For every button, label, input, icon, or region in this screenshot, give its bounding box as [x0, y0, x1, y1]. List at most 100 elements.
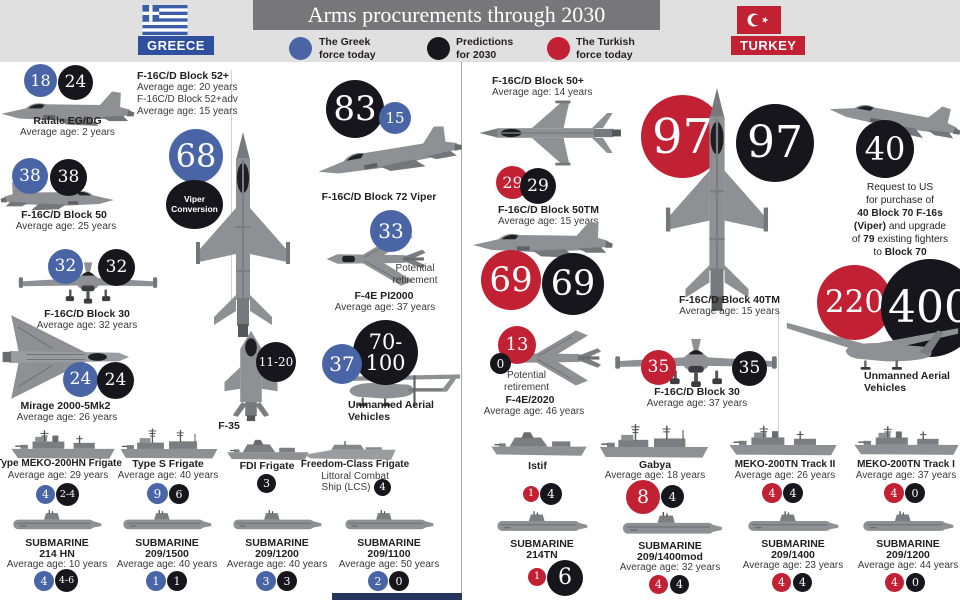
sub-209-1400mod-name: 209/1400mod [637, 551, 703, 563]
gabya-turkish-count-badge: 8 [626, 480, 660, 514]
sub-214tn-name: 214TN [526, 549, 558, 561]
sub-209-1400mod-type: SUBMARINE [638, 540, 702, 552]
sub-209-1200-tr-age: Average age: 44 years [857, 560, 959, 571]
rafale-prediction-count-badge: 24 [58, 65, 93, 100]
request-line-2: for purchase of [866, 195, 934, 206]
sub-214tn-type: SUBMARINE [510, 538, 574, 550]
meko-200hn-prediction-count-badge: 2-4 [56, 483, 79, 506]
uav-tr-label: Unmanned Aerial Vehicles [864, 370, 950, 395]
rafale-age: Average age: 2 years [20, 127, 115, 138]
f16-block40tm-age: Average age: 15 years [679, 306, 780, 317]
sub-209-1200-gr-greek-count-badge: 3 [256, 571, 276, 591]
meko-200tn-track1-frigate-icon [853, 425, 960, 458]
sub-214hn-name: 214 HN [39, 548, 75, 560]
meko-200tn-track2-frigate-icon [728, 425, 838, 458]
type-s-frigate-icon [118, 428, 220, 461]
submarine-209-1400mod-icon [616, 512, 728, 538]
f4-gr-label: F-4E PI2000 [354, 290, 414, 302]
sub-214hn-age: Average age: 10 years [6, 559, 108, 570]
uav-gr-greek-count-badge: 37 [322, 344, 362, 384]
sub-214hn-greek-count-badge: 4 [34, 571, 54, 591]
type-s-age: Average age: 40 years [117, 470, 219, 481]
turkey-column-divider [778, 310, 779, 438]
viper72-prediction-count-badge: 83 [326, 80, 384, 138]
gabya-label: Gabya [638, 459, 672, 471]
sub-209-1400mod-age: Average age: 32 years [619, 562, 721, 573]
legend-prediction-label: Predictions for 2030 [456, 36, 514, 61]
f16-block30-tr-turkish-count-badge: 35 [641, 350, 676, 385]
f35-prediction-count-badge: 11-20 [256, 342, 296, 382]
f16-block50plus-prediction-count-badge: 29 [520, 168, 556, 204]
f16-block50-gr-age: Average age: 25 years [15, 221, 117, 232]
freedom-class-sub-label: Littoral Combat [321, 471, 389, 482]
meko-200hn-greek-count-badge: 4 [36, 485, 55, 504]
f4-gr-greek-count-badge: 33 [370, 210, 412, 252]
meko-200tn-track2-age: Average age: 26 years [734, 470, 836, 481]
legend-prediction-dot-icon [427, 37, 450, 60]
meko-200tn-track1-age: Average age: 37 years [855, 470, 957, 481]
gabya-prediction-count-badge: 4 [661, 485, 684, 508]
sub-209-1500-prediction-count-badge: 1 [167, 571, 187, 591]
rafale-label: Rafale EG/DG [33, 115, 102, 127]
viper72-greek-count-badge: 15 [379, 102, 411, 134]
f16-block50tm-prediction-count-badge: 69 [542, 253, 604, 315]
mirage-greek-count-badge: 24 [63, 362, 98, 397]
f16-block52-label: F-16C/D Block 52+ [137, 70, 229, 82]
f16-block50-gr-prediction-count-badge: 38 [50, 159, 87, 196]
request-line-4: (Viper) and upgrade [853, 221, 947, 232]
sub-214tn-prediction-count-badge: 6 [547, 560, 583, 596]
uav-gr-prediction-count-badge: 70-100 [353, 320, 418, 385]
f4-tr-label: F-4E/2020 [505, 394, 555, 406]
f16-block30-gr-age: Average age: 32 years [36, 320, 138, 331]
f16-block50tm-turkish-count-badge: 69 [481, 250, 541, 310]
f16-block50-gr-label: F-16C/D Block 50 [21, 209, 107, 221]
page-title: Arms procurements through 2030 [253, 0, 660, 30]
f16-block30-gr-silhouette-icon [18, 260, 158, 306]
freedom-class-prediction-count-badge: 4 [374, 479, 391, 496]
sub-209-1500-age: Average age: 40 years [116, 559, 218, 570]
type-s-greek-count-badge: 9 [147, 483, 168, 504]
request-note: Request to US for purchase of 40 Block 7… [839, 181, 960, 259]
submarine-214hn-icon [12, 507, 102, 536]
mirage-prediction-count-badge: 24 [97, 362, 134, 399]
sub-209-1200-gr-age: Average age: 40 years [226, 559, 328, 570]
sub-209-1100-age: Average age: 50 years [338, 559, 440, 570]
sub-209-1400-turkish-count-badge: 4 [772, 573, 791, 592]
sub-209-1200-gr-name: 209/1200 [255, 548, 299, 560]
f4-tr-prediction-count-badge: 0 [490, 353, 511, 374]
turkey-badge: TURKEY [731, 36, 806, 55]
sub-209-1500-type: SUBMARINE [135, 537, 199, 549]
f16-block50plus-silhouette-icon [478, 96, 623, 170]
f4-tr-note: Potential retirement [503, 370, 549, 393]
f16-block52adv-age: Average age: 15 years [137, 106, 238, 117]
f16-block50tm-age: Average age: 15 years [498, 216, 599, 227]
legend-greek-label: The Greek force today [319, 36, 376, 61]
freedom-class-label: Freedom-Class Frigate [300, 459, 410, 470]
sub-209-1500-name: 209/1500 [145, 548, 189, 560]
f16-block50plus-age: Average age: 14 years [492, 87, 593, 98]
uav-tr-turkish-count-badge: 220 [817, 265, 892, 340]
greece-badge: GREECE [138, 36, 214, 55]
sub-209-1500-greek-count-badge: 1 [146, 571, 166, 591]
submarine-209-1500-icon [122, 507, 212, 536]
meko-200hn-age: Average age: 29 years [7, 470, 109, 481]
f16-block50tm-silhouette-icon [460, 218, 625, 262]
request-line-6: to Block 70 [873, 247, 927, 258]
mirage-label: Mirage 2000-5Mk2 [20, 400, 111, 412]
viper72-label: F-16C/D Block 72 Viper [321, 191, 437, 203]
meko-200hn-label: Type MEKO-200HN Frigate [0, 458, 122, 469]
submarine-209-1200-tr-icon [862, 509, 954, 537]
meko-200hn-frigate-icon [10, 430, 116, 461]
submarine-209-1400-icon [747, 509, 839, 537]
freedom-class-frigate-icon [298, 441, 402, 461]
sub-209-1100-prediction-count-badge: 0 [389, 571, 409, 591]
rafale-greek-count-badge: 18 [24, 64, 57, 97]
type-s-label: Type S Frigate [132, 458, 204, 470]
request-line-3: 40 Block 70 F-16s [857, 208, 943, 219]
submarine-209-1200-gr-icon [232, 507, 322, 536]
f35-label: F-35 [218, 420, 240, 432]
sub-209-1400-type: SUBMARINE [761, 538, 825, 550]
meko-200tn-track2-label: MEKO-200TN Track II [734, 459, 836, 470]
request-line-5: of 79 existing fighters [851, 234, 949, 245]
